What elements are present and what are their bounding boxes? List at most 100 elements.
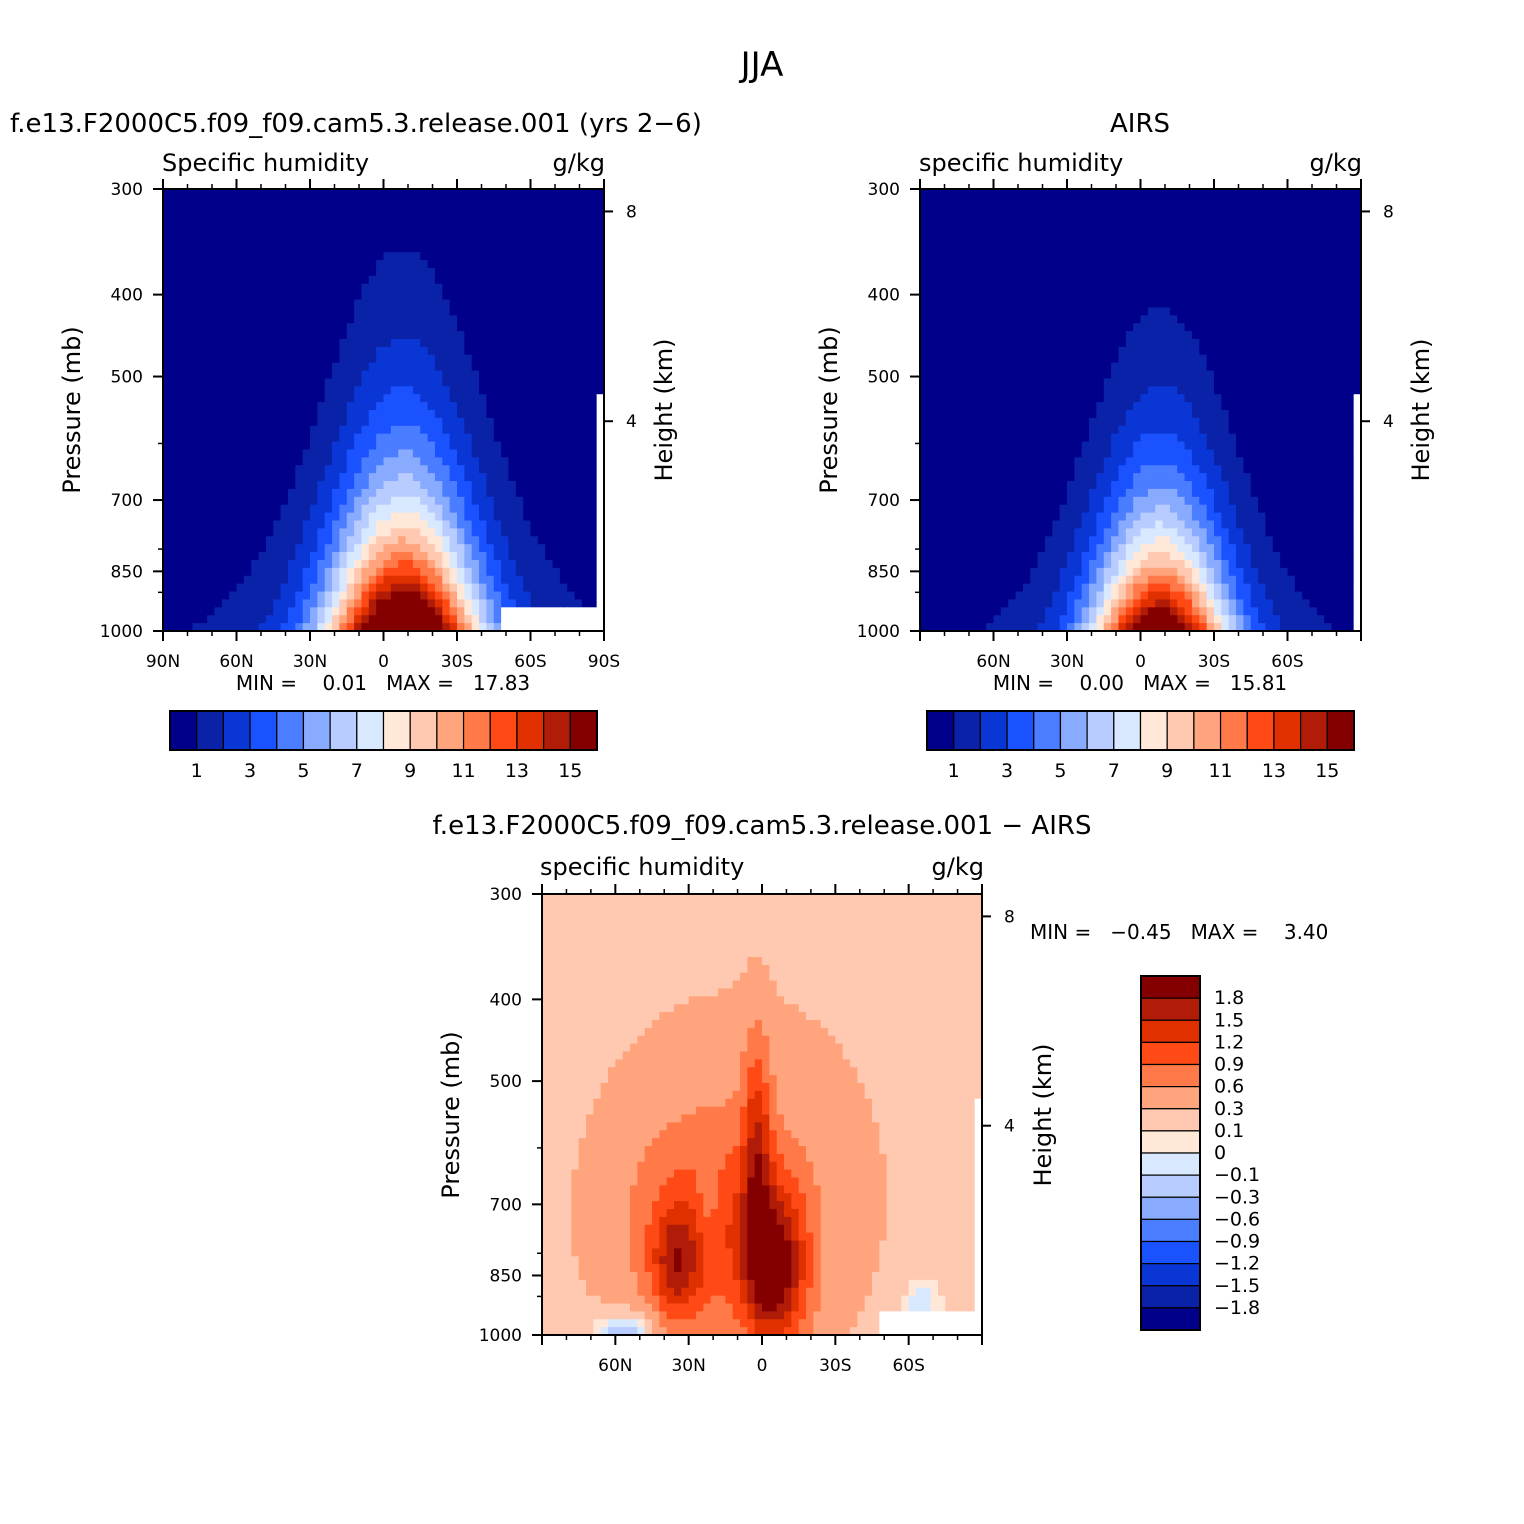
model-contour-cell xyxy=(464,402,473,411)
airs-contour-cell xyxy=(1236,283,1244,293)
airs-contour-cell xyxy=(949,228,958,237)
model-contour-cell xyxy=(471,583,480,593)
model-contour-cell xyxy=(346,552,355,561)
model-contour-cell xyxy=(376,520,385,529)
airs-contour-cell xyxy=(949,291,958,301)
airs-contour-cell xyxy=(934,291,943,301)
airs-contour-cell xyxy=(964,370,973,380)
model-contour-cell xyxy=(361,607,370,616)
model-contour-cell xyxy=(471,228,480,237)
model-contour-cell xyxy=(479,228,487,237)
model-contour-cell xyxy=(258,433,267,443)
model-contour-cell xyxy=(207,544,216,553)
model-contour-cell xyxy=(552,504,561,514)
airs-contour-cell xyxy=(956,236,965,245)
model-contour-cell xyxy=(552,544,561,553)
model-contour-cell xyxy=(185,402,193,411)
model-contour-cell xyxy=(273,386,282,395)
airs-contour-cell xyxy=(927,307,936,316)
model-contour-cell xyxy=(251,252,260,261)
airs-contour-cell xyxy=(920,338,928,348)
model-contour-cell xyxy=(523,220,532,230)
airs-contour-cell xyxy=(1280,291,1289,301)
airs-contour-cell xyxy=(964,267,973,277)
airs-contour-cell xyxy=(1287,362,1296,372)
model-contour-cell xyxy=(280,425,289,435)
model-contour-cell xyxy=(368,599,377,608)
model-contour-cell xyxy=(574,544,583,553)
model-contour-cell xyxy=(398,275,407,285)
airs-contour-cell xyxy=(1052,228,1061,237)
model-contour-cell xyxy=(574,354,583,364)
model-contour-cell xyxy=(170,362,179,372)
model-contour-cell xyxy=(515,599,524,608)
airs-contour-cell xyxy=(1191,204,1200,214)
model-colorbar-label: 5 xyxy=(297,760,309,782)
airs-contour-cell xyxy=(1243,212,1252,222)
airs-contour-cell xyxy=(1228,299,1237,308)
airs-contour-cell xyxy=(1118,307,1127,316)
model-contour-cell xyxy=(581,623,590,632)
model-contour-cell xyxy=(229,599,238,608)
airs-contour-cell xyxy=(1059,362,1068,372)
airs-contour-cell xyxy=(1074,283,1083,293)
model-contour-cell xyxy=(177,615,186,624)
airs-contour-cell xyxy=(1125,354,1134,364)
model-contour-cell xyxy=(420,567,429,577)
model-contour-cell xyxy=(207,386,216,395)
airs-contour-cell xyxy=(1103,275,1112,285)
airs-contour-cell xyxy=(1280,354,1289,364)
model-contour-cell xyxy=(515,315,524,324)
model-contour-cell xyxy=(170,331,179,340)
airs-contour-cell xyxy=(993,331,1002,340)
model-contour-cell xyxy=(398,457,407,466)
airs-contour-cell xyxy=(1228,244,1237,253)
airs-contour-cell xyxy=(1074,307,1083,316)
model-contour-cell xyxy=(280,307,289,316)
model-contour-cell xyxy=(324,252,333,261)
model-contour-cell xyxy=(449,370,458,380)
model-contour-cell xyxy=(559,544,568,553)
model-contour-cell xyxy=(243,512,252,522)
model-contour-cell xyxy=(589,575,598,585)
model-contour-cell xyxy=(163,496,171,506)
airs-contour-cell xyxy=(1162,291,1171,301)
airs-contour-cell xyxy=(1338,291,1347,301)
airs-panel: AIRS specific humidity g/kg 300400500700… xyxy=(815,109,1435,782)
model-contour-cell xyxy=(236,236,245,245)
model-contour-cell xyxy=(295,275,304,285)
model-contour-cell xyxy=(545,457,554,466)
model-contour-cell xyxy=(581,346,590,356)
model-contour-cell xyxy=(537,220,546,230)
airs-contour-cell xyxy=(927,291,936,301)
model-colorbar-box xyxy=(569,710,598,751)
model-contour-cell xyxy=(207,331,216,340)
model-contour-cell xyxy=(368,481,377,490)
model-contour-cell xyxy=(185,528,193,537)
model-contour-cell xyxy=(589,520,598,529)
model-contour-cell xyxy=(163,504,171,514)
model-contour-cell xyxy=(552,362,561,372)
model-contour-cell xyxy=(346,575,355,585)
model-contour-cell xyxy=(398,338,407,348)
airs-contour-cell xyxy=(1353,291,1362,301)
model-contour-cell xyxy=(376,567,385,577)
model-contour-cell xyxy=(552,591,561,601)
model-contour-cell xyxy=(442,433,451,443)
model-contour-cell xyxy=(251,559,260,569)
airs-contour-cell xyxy=(1162,354,1171,364)
model-contour-cell xyxy=(339,236,348,245)
model-contour-cell xyxy=(501,362,510,372)
model-contour-cell xyxy=(390,599,399,608)
model-contour-cell xyxy=(530,244,539,253)
airs-contour-cell xyxy=(1221,260,1230,269)
model-contour-cell xyxy=(346,607,355,616)
model-contour-cell xyxy=(214,354,223,364)
model-contour-cell xyxy=(170,615,179,624)
model-contour-cell xyxy=(265,552,274,561)
airs-contour-cell xyxy=(1236,212,1244,222)
airs-contour-cell xyxy=(978,331,987,340)
model-contour-cell xyxy=(354,488,363,498)
model-contour-cell xyxy=(398,386,407,395)
model-contour-cell xyxy=(420,236,429,245)
